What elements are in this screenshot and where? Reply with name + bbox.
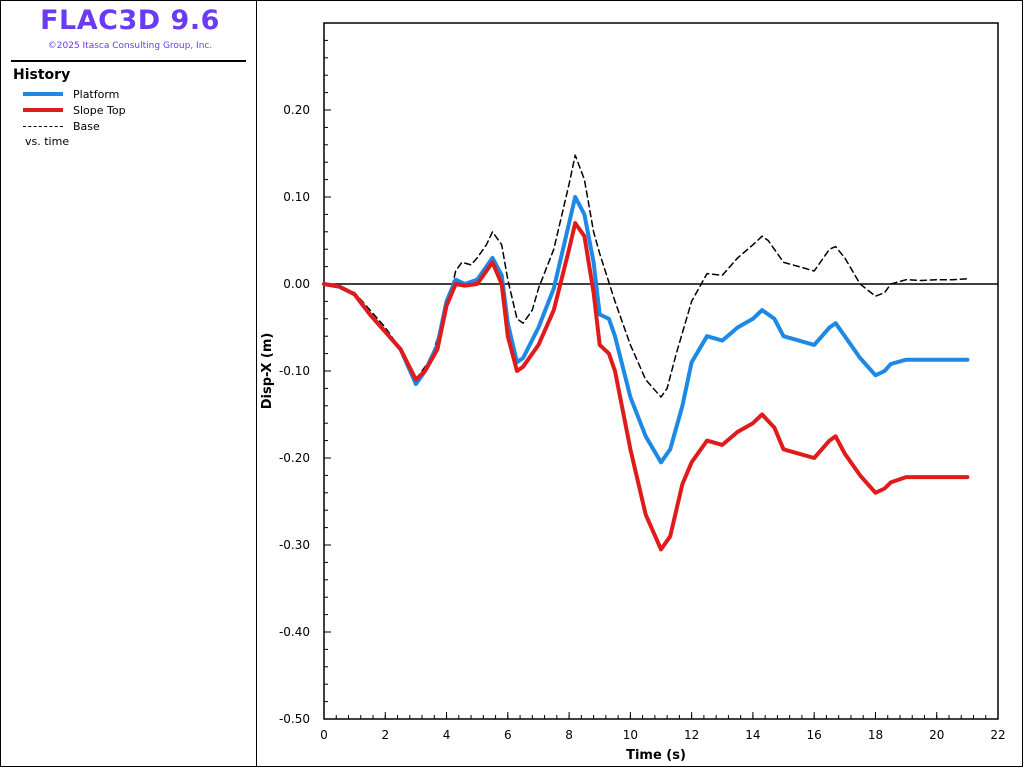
legend-swatch-base: [23, 125, 63, 127]
legend-footer: vs. time: [25, 135, 70, 148]
y-tick-label: 0.00: [283, 277, 310, 291]
y-tick-label: -0.50: [279, 712, 310, 726]
y-axis-label: Disp-X (m): [260, 333, 275, 410]
y-tick-label: -0.30: [279, 538, 310, 552]
x-tick-label: 0: [320, 728, 328, 742]
y-tick-label: -0.40: [279, 625, 310, 639]
y-tick-label: -0.10: [279, 364, 310, 378]
y-tick-label: -0.20: [279, 451, 310, 465]
legend-heading: History: [13, 67, 71, 83]
x-tick-label: 12: [684, 728, 699, 742]
y-tick-label: 0.10: [283, 190, 310, 204]
legend-divider: [11, 60, 246, 62]
x-axis-label: Time (s): [626, 748, 686, 763]
x-tick-label: 8: [565, 728, 573, 742]
legend-label-slope-top: Slope Top: [73, 103, 126, 117]
x-tick-label: 2: [381, 728, 389, 742]
legend-swatch-slope-top: [23, 108, 63, 112]
legend-swatch-platform: [23, 92, 63, 96]
line-chart: 0.20 0.10 0.00 -0.10 -0.20 -0.30 -0.40 -0.50 0 2 4…: [260, 22, 1006, 763]
x-tick-label: 10: [623, 728, 638, 742]
copyright-notice: ©2025 Itasca Consulting Group, Inc.: [47, 41, 213, 51]
series-line-base: [323, 154, 969, 398]
app-title: FLAC3D 9.6: [40, 5, 220, 36]
x-tick-label: 16: [807, 728, 822, 742]
legend-item-base: Base: [23, 119, 100, 133]
legend-item-platform: Platform: [23, 87, 119, 101]
y-tick-label: 0.20: [283, 103, 310, 117]
x-tick-label: 20: [929, 728, 944, 742]
x-tick-label: 22: [990, 728, 1005, 742]
x-tick-label: 14: [745, 728, 760, 742]
legend-item-slope-top: Slope Top: [23, 103, 126, 117]
legend-label-base: Base: [73, 119, 100, 133]
x-tick-label: 6: [504, 728, 512, 742]
x-tick-label: 18: [868, 728, 883, 742]
x-tick-label: 4: [443, 728, 451, 742]
legend-label-platform: Platform: [73, 87, 120, 101]
chart-area: 0.20 0.10 0.00 -0.10 -0.20 -0.30 -0.40 -0.50 0 2 4…: [257, 1, 1023, 767]
legend-panel: FLAC3D 9.6 ©2025 Itasca Consulting Group…: [1, 1, 257, 766]
series-line-slope-top: [322, 221, 970, 552]
series-line-platform: [322, 195, 970, 465]
